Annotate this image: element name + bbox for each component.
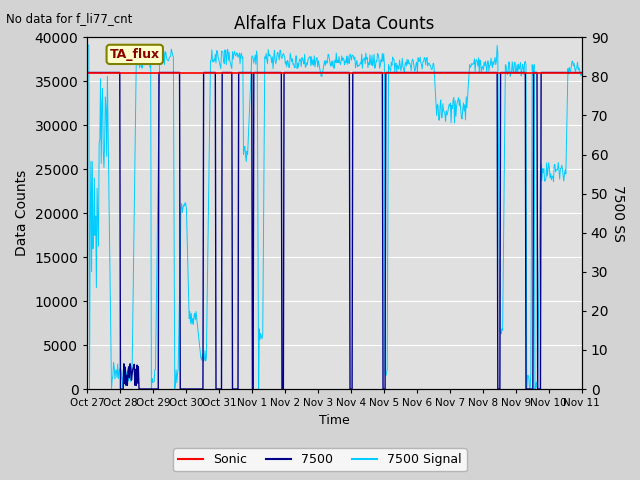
Text: No data for f_li77_cnt: No data for f_li77_cnt (6, 12, 132, 25)
Text: TA_flux: TA_flux (109, 48, 160, 61)
Title: Alfalfa Flux Data Counts: Alfalfa Flux Data Counts (234, 15, 435, 33)
Legend: Sonic, 7500, 7500 Signal: Sonic, 7500, 7500 Signal (173, 448, 467, 471)
X-axis label: Time: Time (319, 414, 350, 427)
Y-axis label: 7500 SS: 7500 SS (611, 185, 625, 241)
Y-axis label: Data Counts: Data Counts (15, 170, 29, 256)
